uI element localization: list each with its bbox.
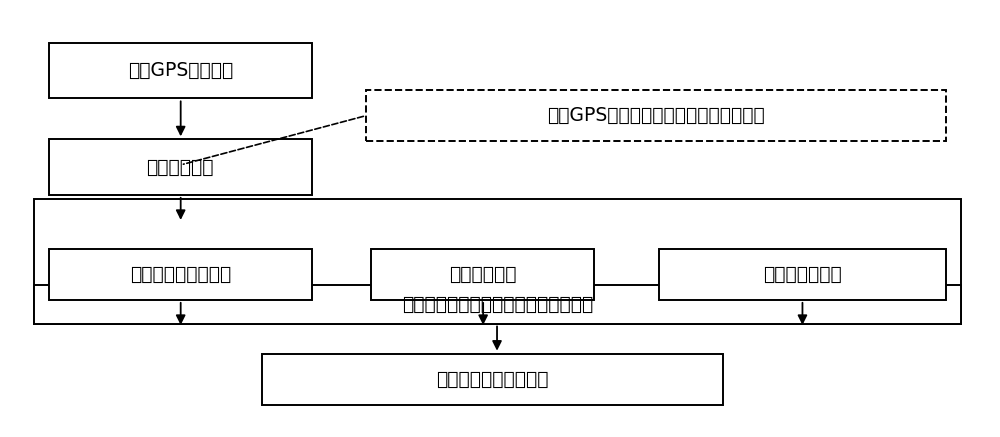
Text: 车辆GPS轨迹数据: 车辆GPS轨迹数据: [128, 61, 233, 80]
Text: 车辆GPS轨迹转化为交通尾气排放量数据: 车辆GPS轨迹转化为交通尾气排放量数据: [547, 106, 765, 125]
Bar: [366, 90, 946, 141]
Bar: [49, 139, 312, 195]
Text: 交通流量数据: 交通流量数据: [146, 158, 214, 177]
Text: 交通尾气排放量数据: 交通尾气排放量数据: [130, 265, 231, 284]
Text: 天气状况数据: 天气状况数据: [449, 265, 516, 284]
Bar: [49, 43, 312, 98]
Bar: [49, 249, 312, 300]
Text: 基于深度残差网络的交通排放预测模型: 基于深度残差网络的交通排放预测模型: [402, 295, 593, 314]
Bar: [371, 249, 594, 300]
Bar: [34, 285, 961, 323]
Bar: [659, 249, 946, 300]
Text: 交通尾气排放量预测值: 交通尾气排放量预测值: [436, 370, 549, 389]
Bar: [262, 354, 723, 405]
Bar: [34, 199, 961, 323]
Text: 节假日状况数据: 节假日状况数据: [763, 265, 842, 284]
